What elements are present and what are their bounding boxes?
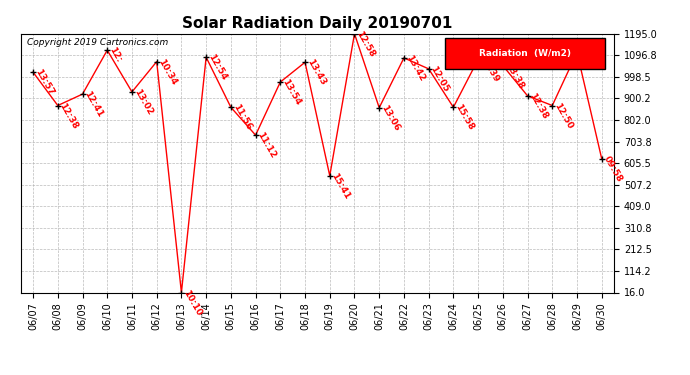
- Text: 12:: 12:: [577, 48, 593, 66]
- Text: 15:58: 15:58: [453, 103, 475, 132]
- Text: 13:54: 13:54: [280, 78, 302, 107]
- Text: Copyright 2019 Cartronics.com: Copyright 2019 Cartronics.com: [27, 38, 168, 46]
- Text: 13:02: 13:02: [132, 87, 154, 117]
- Text: 13:43: 13:43: [305, 58, 327, 87]
- Title: Solar Radiation Daily 20190701: Solar Radiation Daily 20190701: [182, 16, 453, 31]
- Text: 12:05: 12:05: [428, 64, 451, 93]
- Text: 11:12: 11:12: [255, 130, 277, 160]
- Text: 12:38: 12:38: [58, 101, 80, 130]
- Text: 12:38: 12:38: [528, 92, 550, 121]
- Text: 12:54: 12:54: [206, 53, 228, 82]
- Text: 10:10: 10:10: [181, 288, 204, 317]
- Text: 13:42: 13:42: [404, 53, 426, 83]
- Text: 09:58: 09:58: [602, 154, 624, 184]
- Text: 10:34: 10:34: [157, 57, 179, 86]
- Text: 13:38: 13:38: [503, 61, 525, 90]
- Text: 13:57: 13:57: [33, 68, 55, 97]
- FancyBboxPatch shape: [445, 38, 605, 69]
- Text: 12:41: 12:41: [83, 90, 105, 119]
- Text: 12:58: 12:58: [355, 29, 377, 58]
- Text: 11:39: 11:39: [478, 55, 500, 84]
- Text: 11:56: 11:56: [231, 103, 253, 132]
- Text: 15:41: 15:41: [330, 171, 352, 201]
- Text: Radiation  (W/m2): Radiation (W/m2): [479, 49, 571, 58]
- Text: 12:: 12:: [107, 46, 123, 64]
- Text: 13:06: 13:06: [380, 103, 402, 132]
- Text: 12:50: 12:50: [552, 101, 574, 130]
